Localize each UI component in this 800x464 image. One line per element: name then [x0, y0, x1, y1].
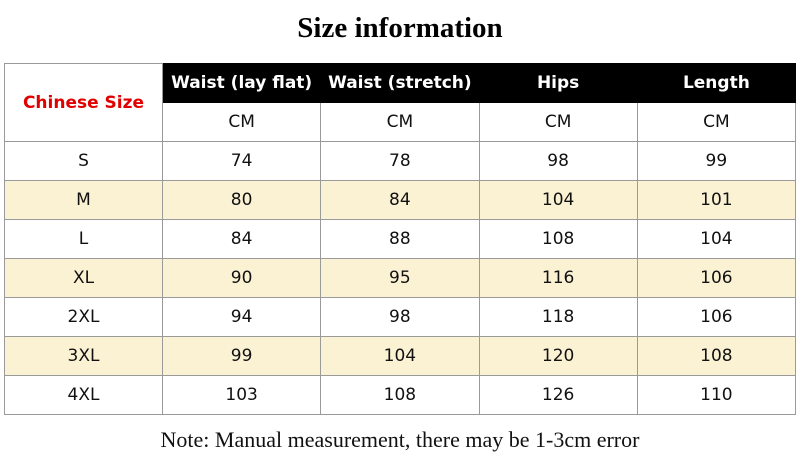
measure-cell: 118: [478, 297, 638, 337]
size-row: 3XL 99 104 120 108: [4, 336, 797, 376]
measure-cell: 88: [320, 219, 480, 259]
size-cell: XL: [4, 258, 163, 298]
measure-cell: 108: [320, 375, 480, 415]
measure-cell: 108: [478, 219, 638, 259]
size-cell: 2XL: [4, 297, 163, 337]
table-body: S 74 78 98 99 M 80 84 104 101 L 84 88 108 104 XL 90 95 116…: [4, 141, 797, 415]
size-row: 2XL 94 98 118 106: [4, 297, 797, 337]
unit-cell: CM: [478, 102, 638, 142]
measure-cell: 116: [478, 258, 638, 298]
measure-cell: 84: [320, 180, 480, 220]
table-head: Chinese Size Waist (lay flat) Waist (stret…: [4, 63, 797, 142]
size-cell: L: [4, 219, 163, 259]
measure-cell: 98: [320, 297, 480, 337]
measure-cell: 99: [636, 141, 797, 181]
measure-cell: 99: [161, 336, 322, 376]
size-row: M 80 84 104 101: [4, 180, 797, 220]
size-header: Chinese Size: [4, 63, 163, 142]
measure-cell: 101: [636, 180, 797, 220]
size-row: L 84 88 108 104: [4, 219, 797, 259]
header-row: Chinese Size Waist (lay flat) Waist (stret…: [4, 63, 797, 142]
measure-cell: 90: [161, 258, 322, 298]
size-cell: 4XL: [4, 375, 163, 415]
measure-cell: 94: [161, 297, 322, 337]
measure-cell: 104: [636, 219, 797, 259]
column-header: Waist (lay flat): [161, 63, 322, 103]
size-row: S 74 78 98 99: [4, 141, 797, 181]
unit-row: CM CM CM CM: [5, 102, 797, 142]
note: Note: Manual measurement, there may be 1…: [160, 427, 640, 452]
measure-cell: 106: [636, 297, 797, 337]
title: Size information: [297, 12, 503, 44]
measure-cell: 84: [161, 219, 322, 259]
measure-cell: 108: [636, 336, 797, 376]
size-cell: M: [4, 180, 163, 220]
size-cell: 3XL: [4, 336, 163, 376]
unit-cell: CM: [320, 102, 480, 142]
size-row: 4XL 103 108 126 110: [4, 375, 797, 415]
measure-cell: 95: [320, 258, 480, 298]
measure-cell: 110: [636, 375, 797, 415]
column-header: Waist (stretch): [320, 63, 480, 103]
measure-cell: 98: [478, 141, 638, 181]
unit-cell: CM: [161, 102, 322, 142]
measure-cell: 104: [320, 336, 480, 376]
measure-cell: 80: [161, 180, 322, 220]
measure-cell: 103: [161, 375, 322, 415]
size-cell: S: [4, 141, 163, 181]
size-row: XL 90 95 116 106: [4, 258, 797, 298]
measure-cell: 74: [161, 141, 322, 181]
measure-cell: 126: [478, 375, 638, 415]
unit-cell: CM: [636, 102, 797, 142]
column-header: Hips: [478, 63, 638, 103]
measure-cell: 104: [478, 180, 638, 220]
measure-cell: 78: [320, 141, 480, 181]
column-header: Length: [636, 63, 797, 103]
size-table: Chinese Size Waist (lay flat) Waist (stret…: [4, 63, 797, 415]
measure-cell: 106: [636, 258, 797, 298]
measure-cell: 120: [478, 336, 638, 376]
